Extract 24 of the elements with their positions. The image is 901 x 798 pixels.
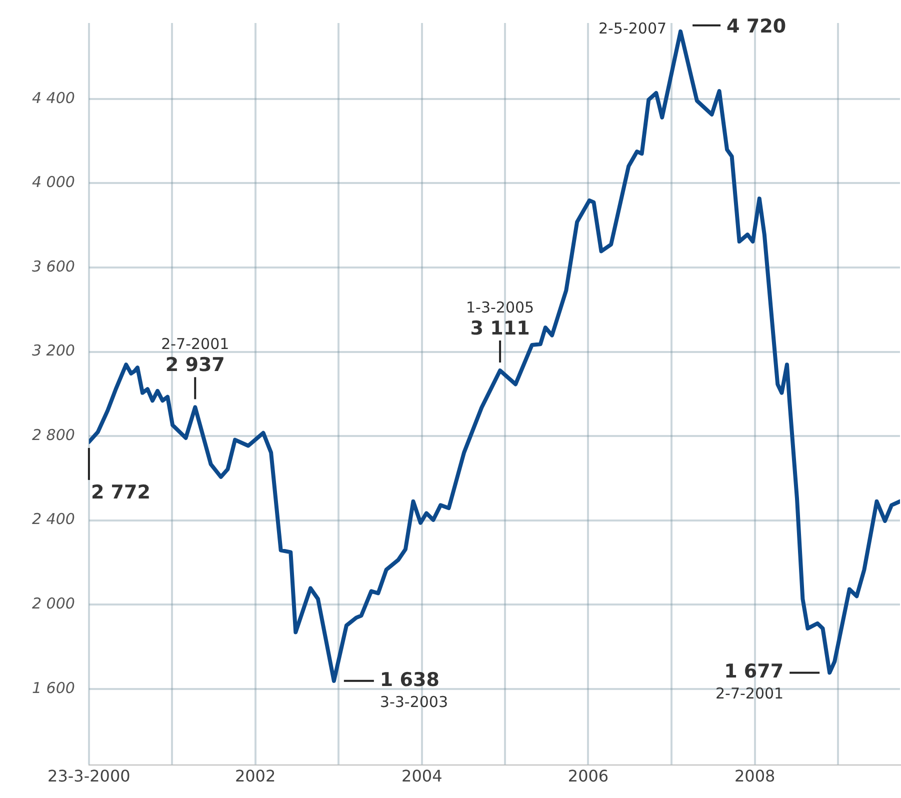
x-tick-label: 2008: [734, 766, 776, 786]
y-tick-label: 4 000: [32, 173, 75, 192]
x-tick-label: 2006: [568, 766, 609, 786]
annotation: 1-3-2005: [466, 298, 534, 317]
annotation: 2 937: [165, 354, 225, 376]
x-tick-label: 2004: [402, 766, 442, 786]
annotation: 2-7-2001: [161, 335, 230, 354]
y-tick-label: 2 000: [32, 594, 75, 613]
x-tick-label: 2002: [234, 766, 276, 786]
annotation: 4 720: [726, 15, 786, 38]
annotation: 1 677: [724, 660, 784, 683]
annotation: 3 111: [470, 318, 530, 340]
y-tick-label: 1 600: [32, 678, 75, 697]
annotation: 2-5-2007: [598, 19, 667, 38]
annotation: 2-7-2001: [715, 684, 784, 703]
annotation: 3-3-2003: [380, 692, 448, 711]
y-tick-label: 3 200: [32, 342, 75, 360]
y-tick-label: 4 400: [32, 88, 75, 107]
annotation: 1 638: [380, 668, 440, 691]
y-tick-label: 3 600: [32, 257, 75, 276]
y-tick-label: 2 400: [32, 510, 75, 528]
annotation: 2 772: [90, 481, 150, 504]
x-tick-label: 23-3-2000: [48, 766, 130, 786]
y-tick-label: 2 800: [32, 426, 75, 444]
